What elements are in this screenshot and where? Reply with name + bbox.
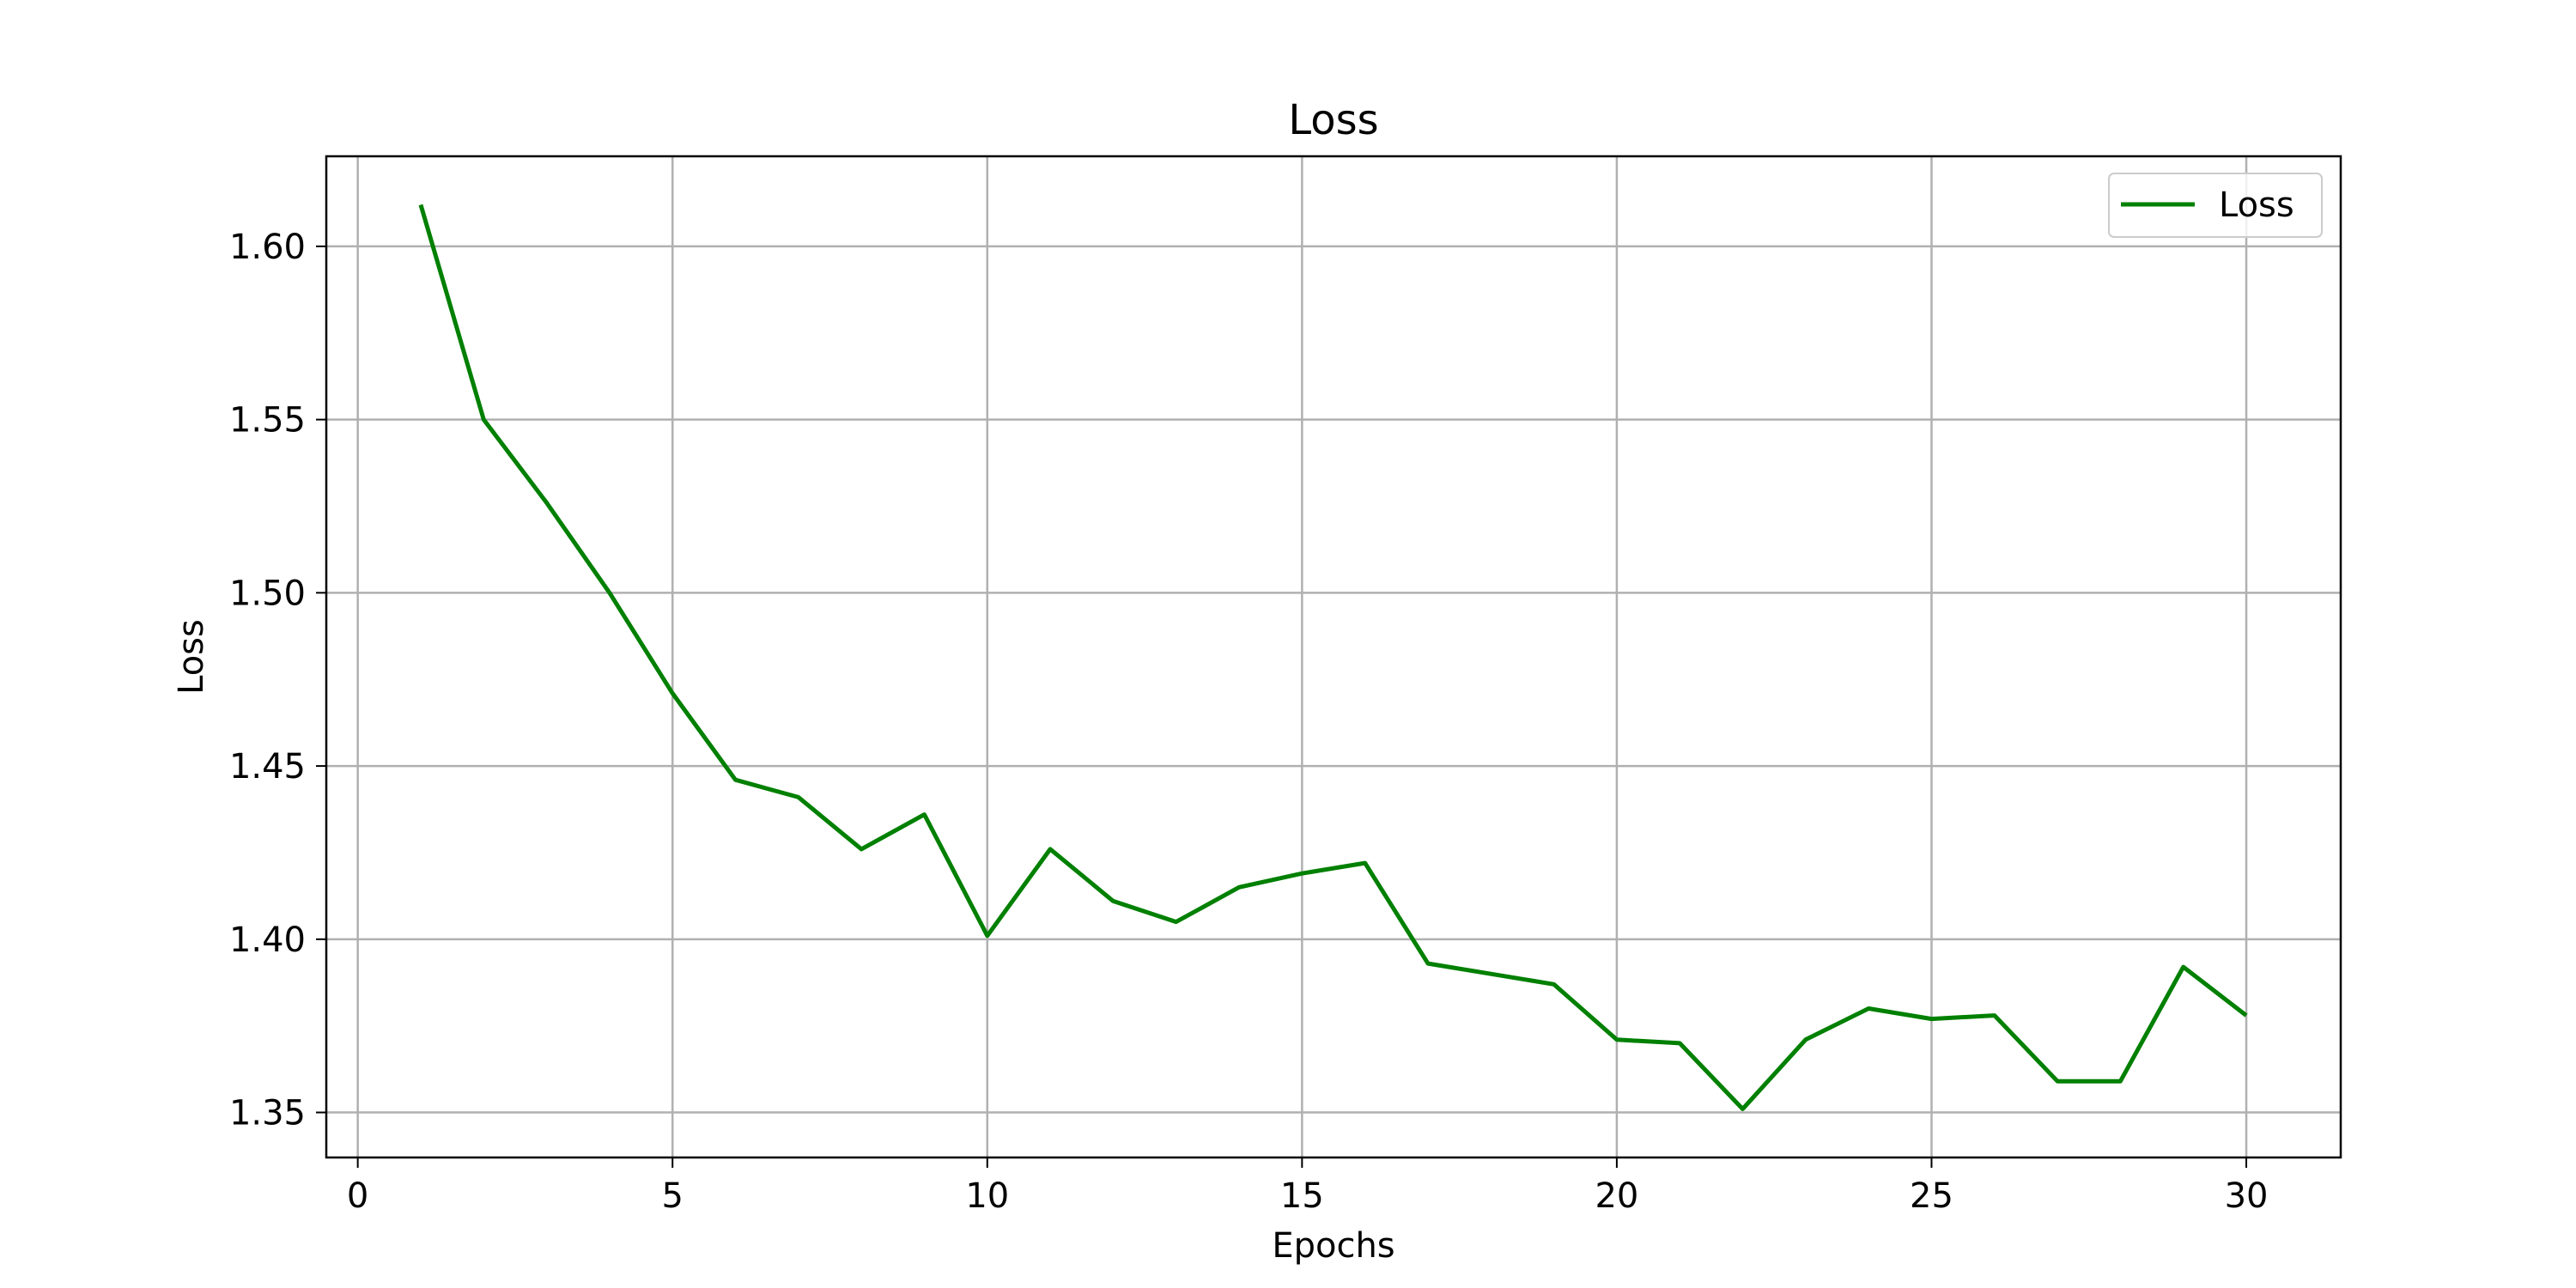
x-tick-label: 30 [2225,1176,2269,1216]
x-tick-label: 25 [1910,1176,1953,1216]
chart-title: Loss [1288,96,1378,144]
legend-box [2108,173,2323,238]
plot-frame [325,155,2342,1159]
y-tick-label: 1.35 [229,1094,306,1133]
x-tick-label: 5 [661,1176,683,1216]
series-line-loss [418,204,2248,1111]
x-tick-label: 10 [965,1176,1009,1216]
y-tick-label: 1.40 [229,920,306,960]
y-tick-label: 1.60 [229,228,306,267]
y-axis-title: Loss [172,619,211,695]
x-tick-label: 15 [1280,1176,1324,1216]
y-tick-label: 1.50 [229,574,306,613]
x-tick-label: 20 [1595,1176,1638,1216]
legend: Loss [2108,173,2323,238]
y-tick-label: 1.55 [229,401,306,440]
x-axis-title: Epochs [1272,1226,1394,1266]
x-tick-label: 0 [347,1176,368,1216]
grid [326,156,2341,1157]
y-axis: 1.35 1.40 1.45 1.50 1.55 1.60 [229,228,326,1133]
series-layer [418,204,2248,1111]
legend-label-loss: Loss [2219,185,2294,225]
y-tick-label: 1.45 [229,747,306,787]
x-axis: 0 5 10 15 20 25 30 [347,1157,2269,1216]
